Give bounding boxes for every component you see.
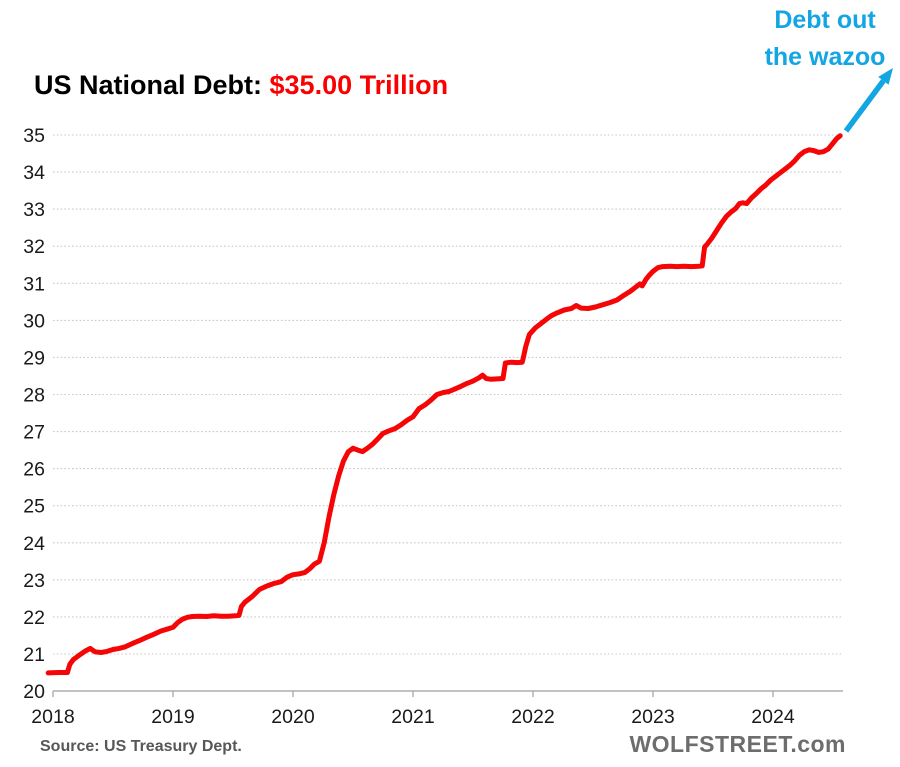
y-tick-label: 26 bbox=[23, 459, 45, 481]
page-title: US National Debt: $35.00 Trillion bbox=[34, 70, 448, 101]
x-tick-label: 2022 bbox=[511, 706, 554, 728]
source-note: Source: US Treasury Dept. bbox=[40, 738, 242, 755]
y-tick-label: 35 bbox=[23, 125, 45, 147]
y-tick-label: 22 bbox=[23, 607, 45, 629]
annotation-arrow-shaft bbox=[843, 79, 886, 133]
y-tick-label: 23 bbox=[23, 570, 45, 592]
title-accent: $35.00 Trillion bbox=[269, 70, 449, 100]
y-tick-label: 32 bbox=[23, 236, 45, 258]
y-tick-label: 34 bbox=[23, 162, 45, 184]
x-tick-label: 2024 bbox=[751, 706, 795, 728]
y-tick-label: 31 bbox=[23, 273, 45, 295]
y-tick-label: 21 bbox=[23, 644, 45, 666]
annotation-arrow-head bbox=[878, 68, 893, 85]
y-tick-label: 27 bbox=[23, 422, 45, 444]
title-text: US National Debt: bbox=[34, 70, 270, 100]
y-tick-label: 25 bbox=[23, 496, 45, 518]
annotation-line-1: Debt out bbox=[774, 6, 876, 34]
y-tick-label: 29 bbox=[23, 347, 45, 369]
x-tick-label: 2018 bbox=[31, 706, 74, 728]
y-tick-label: 28 bbox=[23, 385, 45, 407]
y-tick-label: 20 bbox=[23, 681, 45, 703]
site-branding: WOLFSTREET.com bbox=[629, 731, 846, 757]
x-tick-label: 2019 bbox=[151, 706, 194, 728]
x-tick-label: 2023 bbox=[631, 706, 674, 728]
y-tick-label: 33 bbox=[23, 199, 45, 221]
annotation-line-2: the wazoo bbox=[764, 43, 886, 71]
annotation-text: Debt out the wazoo bbox=[750, 2, 900, 76]
debt-line bbox=[45, 133, 843, 676]
x-tick-label: 2021 bbox=[391, 706, 434, 728]
y-tick-label: 30 bbox=[23, 310, 45, 332]
x-tick-label: 2020 bbox=[271, 706, 315, 728]
y-tick-label: 24 bbox=[23, 533, 45, 555]
